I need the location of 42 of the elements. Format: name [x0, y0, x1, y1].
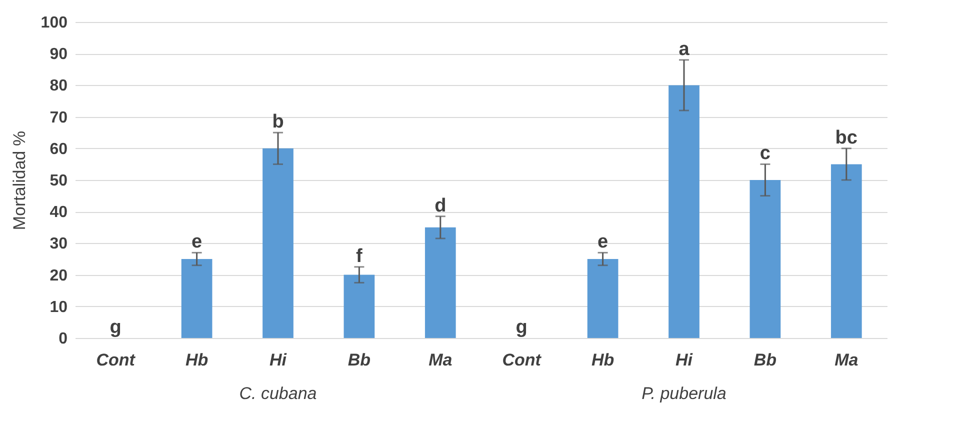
x-tick-label: Cont [96, 350, 136, 370]
data-label: bc [835, 127, 858, 148]
data-label: g [516, 317, 528, 338]
y-axis-title: Mortalidad % [10, 130, 29, 230]
y-tick-label: 90 [50, 46, 68, 64]
y-tick-label: 20 [50, 267, 68, 284]
bar [750, 180, 781, 338]
x-tick-label: Hi [676, 350, 694, 370]
bar [262, 148, 294, 338]
x-tick-label: Cont [502, 350, 542, 370]
x-tick-label: Hb [591, 350, 614, 370]
y-tick-label: 70 [50, 109, 68, 126]
data-label: e [192, 232, 202, 253]
y-tick-label: 0 [58, 330, 68, 348]
bar [587, 259, 618, 338]
data-label: c [760, 143, 771, 164]
x-tick-label: Hi [270, 350, 288, 370]
data-label: g [110, 317, 122, 338]
data-label: b [272, 112, 284, 133]
y-tick-label: 50 [50, 172, 68, 190]
y-tick-label: 40 [50, 204, 68, 222]
data-label: f [356, 246, 364, 267]
data-label: e [598, 232, 608, 253]
y-tick-label: 100 [40, 14, 68, 32]
bar [668, 85, 700, 338]
bar [181, 259, 212, 338]
text: P. puberula [642, 384, 726, 403]
y-tick-label: 10 [50, 298, 68, 316]
bar [344, 274, 375, 338]
x-tick-label: Hb [185, 350, 208, 370]
bar [830, 164, 862, 338]
data-label: d [434, 195, 446, 216]
bar [424, 227, 456, 338]
y-tick-label: 60 [50, 140, 68, 158]
data-label: a [678, 38, 690, 60]
x-tick-label: Bb [754, 350, 777, 370]
y-tick-label: 80 [50, 78, 68, 95]
x-tick-label: Ma [428, 350, 452, 370]
x-tick-label: Bb [348, 350, 371, 370]
x-tick-label: Ma [834, 350, 858, 370]
text: C. cubana [239, 384, 317, 403]
y-tick-label: 30 [50, 236, 68, 253]
